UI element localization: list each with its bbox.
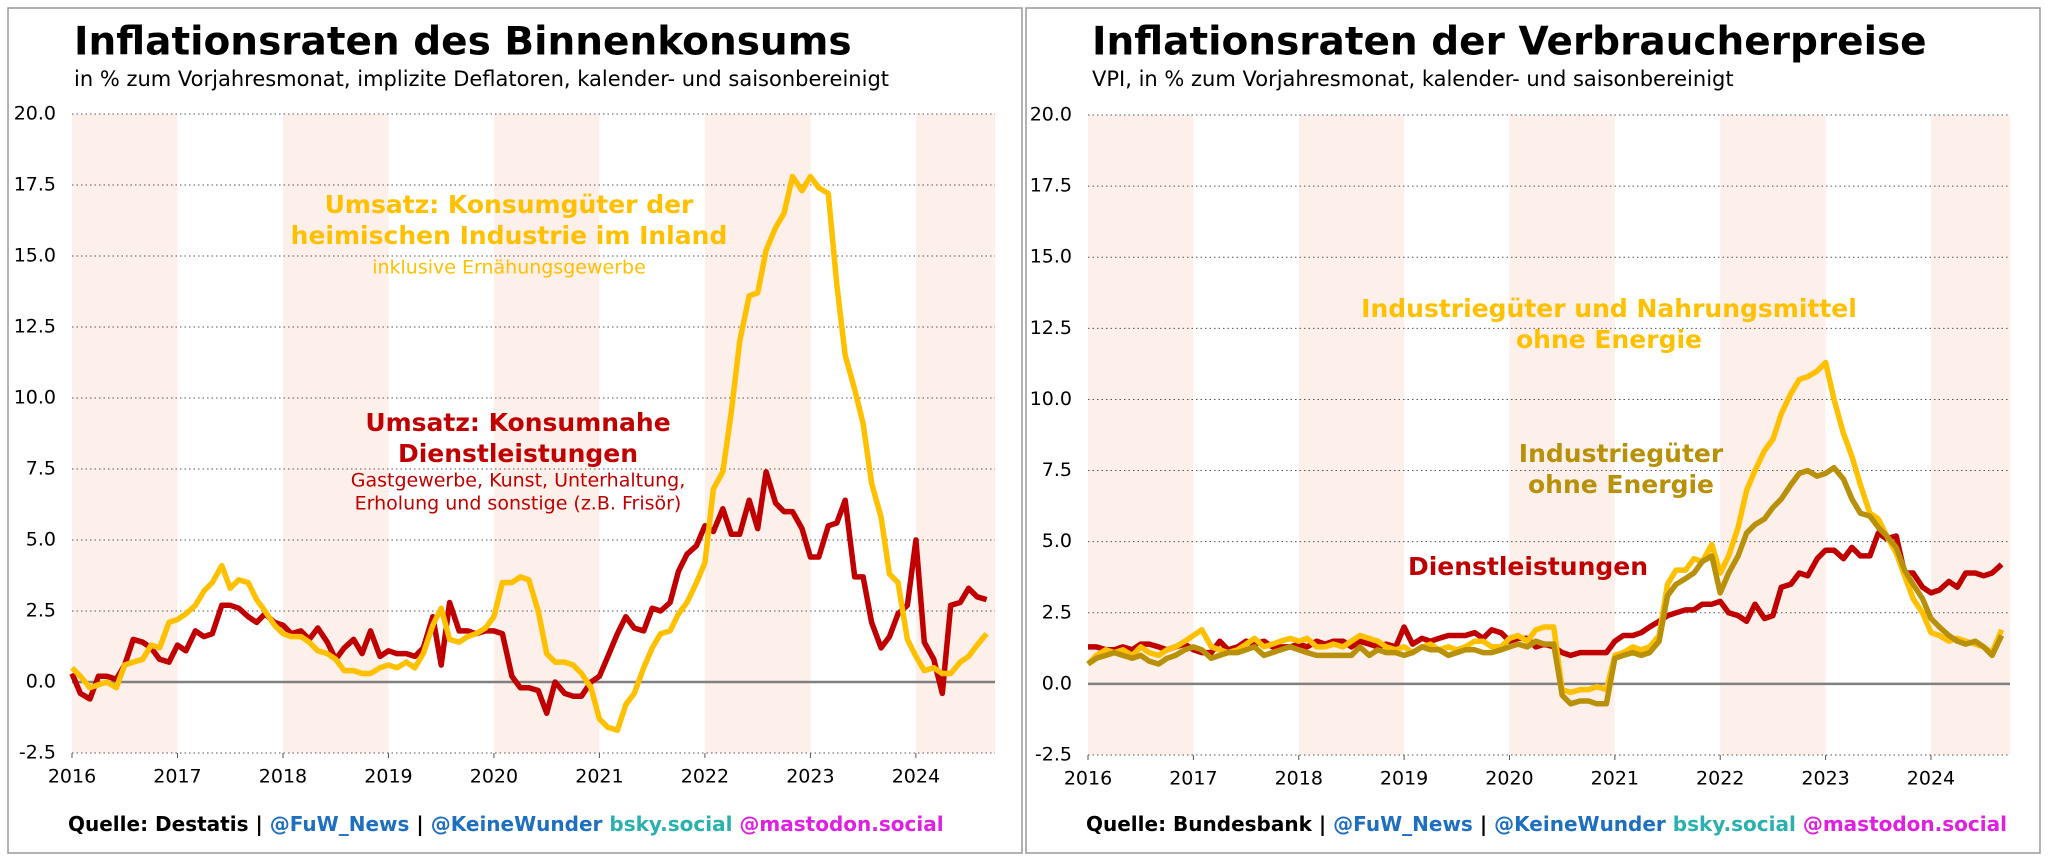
x-tick-label: 2022 <box>681 766 729 788</box>
series-line <box>70 173 989 734</box>
annotation: Dienstleistungen <box>1408 552 1648 581</box>
x-tick-label: 2017 <box>153 766 201 788</box>
annotation: Industriegüter <box>1519 439 1724 468</box>
series-line <box>69 469 988 716</box>
source-part: @KeineWunder <box>431 812 603 836</box>
annotation: Umsatz: Konsumnahe <box>365 408 670 437</box>
year-band <box>704 114 811 753</box>
y-tick-label: 0.0 <box>26 671 56 693</box>
x-tick-label: 2022 <box>1696 768 1744 790</box>
annotation: Dienstleistungen <box>398 439 638 468</box>
y-tick-label: 20.0 <box>1030 104 1072 126</box>
x-tick-label: 2018 <box>259 766 307 788</box>
year-band <box>282 114 389 753</box>
y-tick-label: 10.0 <box>1030 388 1072 410</box>
y-tick-label: 15.0 <box>14 245 56 267</box>
chart-title: Inflationsraten des Binnenkonsums <box>74 20 852 65</box>
source-part: @mastodon.social <box>739 812 943 836</box>
annotation: ohne Energie <box>1528 470 1714 499</box>
year-band <box>1930 115 2010 755</box>
x-tick-label: 2021 <box>1591 768 1639 790</box>
source-part: @KeineWunder <box>1494 812 1666 836</box>
year-band <box>915 114 995 753</box>
annotation: Umsatz: Konsumgüter der <box>325 190 694 219</box>
y-tick-label: 5.0 <box>1042 530 1072 552</box>
y-tick-label: 2.5 <box>26 600 56 622</box>
x-tick-label: 2018 <box>1275 768 1323 790</box>
x-tick-label: 2023 <box>786 766 834 788</box>
x-tick-label: 2024 <box>1907 768 1955 790</box>
annotation-note: inklusive Ernähungsgewerbe <box>372 257 646 279</box>
annotation-note: Gastgewerbe, Kunst, Unterhaltung, <box>351 470 686 492</box>
source-part: @FuW_News <box>270 812 410 836</box>
source: Quelle: Destatis | @FuW_News | @KeineWunder… <box>68 812 944 836</box>
x-tick-label: 2016 <box>48 766 96 788</box>
chart-subtitle: VPI, in % zum Vorjahresmonat, kalender- … <box>1092 67 1734 91</box>
y-tick-label: 7.5 <box>26 458 56 480</box>
source-part: Quelle: Destatis | <box>68 812 263 836</box>
chart-subtitle: in % zum Vorjahresmonat, implizite Defla… <box>74 67 889 91</box>
x-tick-label: 2019 <box>1380 768 1428 790</box>
annotation-note: Erholung und sonstige (z.B. Frisör) <box>355 493 682 515</box>
y-tick-label: 20.0 <box>14 103 56 125</box>
year-band <box>1509 115 1615 755</box>
source-part: @mastodon.social <box>1803 812 2007 836</box>
y-tick-label: 7.5 <box>1042 459 1072 481</box>
y-tick-label: 10.0 <box>14 387 56 409</box>
y-tick-label: 15.0 <box>1030 246 1072 268</box>
x-tick-label: 2024 <box>892 766 940 788</box>
y-tick-label: 12.5 <box>14 316 56 338</box>
year-band <box>1088 115 1194 755</box>
series-line <box>1086 464 2005 707</box>
y-tick-label: 5.0 <box>26 529 56 551</box>
x-tick-label: 2016 <box>1064 768 1112 790</box>
x-tick-label: 2023 <box>1801 768 1849 790</box>
source-part: | <box>1480 812 1487 836</box>
x-tick-label: 2019 <box>364 766 412 788</box>
source-part: bsky.social <box>609 812 732 836</box>
y-tick-label: -2.5 <box>19 742 56 764</box>
annotation: Industriegüter und Nahrungsmittel <box>1361 294 1857 323</box>
y-tick-label: 17.5 <box>1030 175 1072 197</box>
x-tick-label: 2021 <box>575 766 623 788</box>
y-tick-label: 17.5 <box>14 174 56 196</box>
year-band <box>1298 115 1405 755</box>
source: Quelle: Bundesbank | @FuW_News | @KeineWund… <box>1086 812 2007 836</box>
source-part: Quelle: Bundesbank | <box>1086 812 1326 836</box>
y-tick-label: -2.5 <box>1035 744 1072 766</box>
x-tick-label: 2020 <box>470 766 518 788</box>
x-tick-label: 2017 <box>1169 768 1217 790</box>
y-tick-label: 12.5 <box>1030 317 1072 339</box>
source-part: @FuW_News <box>1333 812 1473 836</box>
chart-title: Inflationsraten der Verbraucherpreise <box>1092 20 1927 65</box>
x-tick-label: 2020 <box>1485 768 1533 790</box>
source-part: bsky.social <box>1673 812 1796 836</box>
series-line <box>1086 359 2005 696</box>
source-part: | <box>416 812 423 836</box>
y-tick-label: 0.0 <box>1042 672 1072 694</box>
y-tick-label: 2.5 <box>1042 601 1072 623</box>
annotation: ohne Energie <box>1516 325 1702 354</box>
annotation: heimischen Industrie im Inland <box>291 221 728 250</box>
